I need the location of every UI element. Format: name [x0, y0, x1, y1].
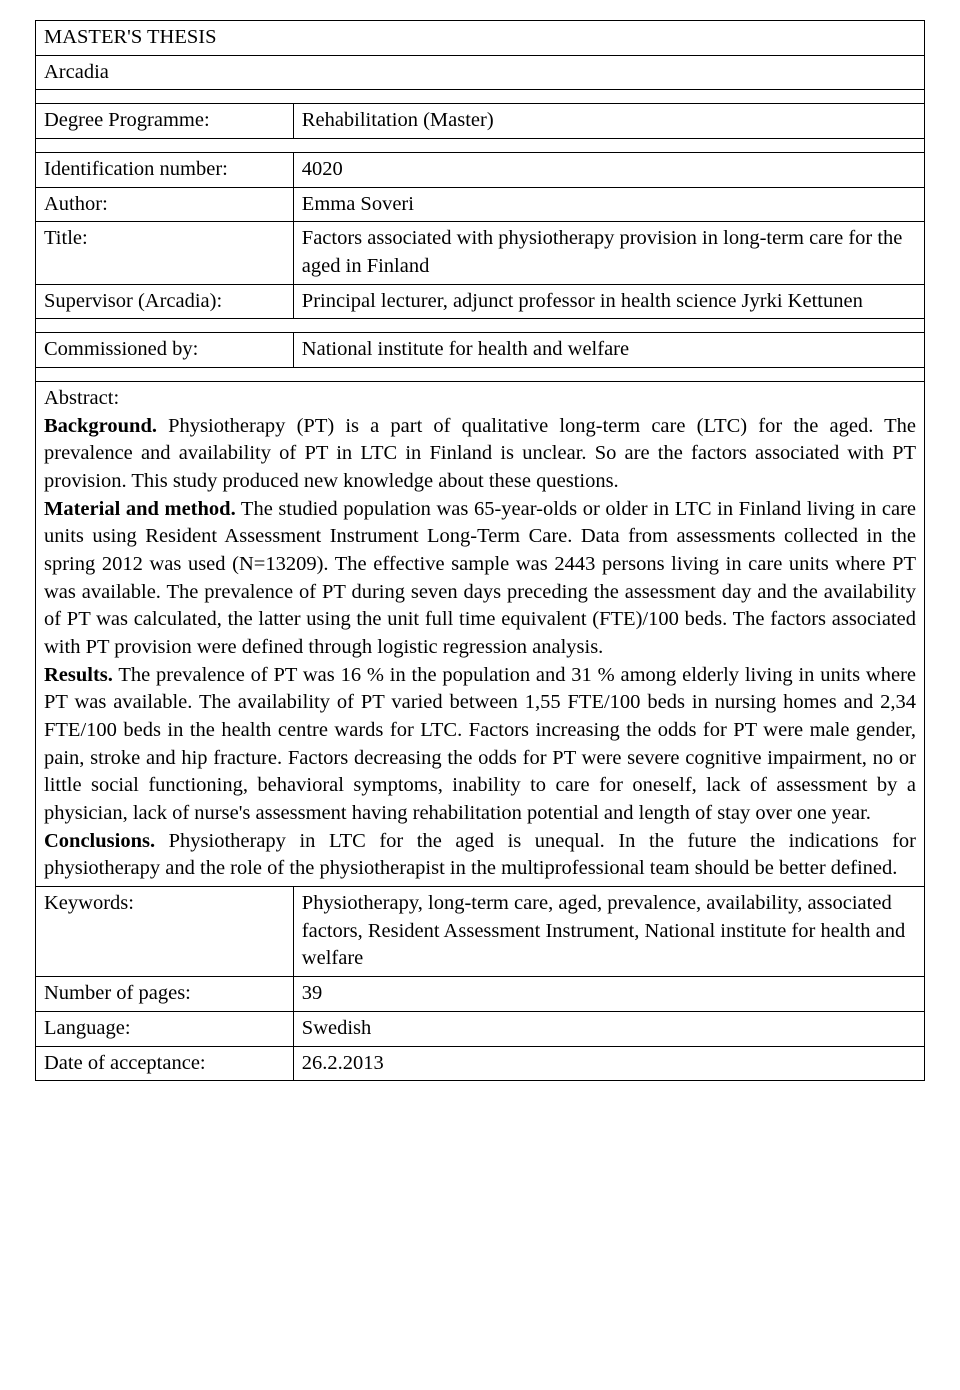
doc-type: MASTER'S THESIS: [36, 21, 925, 56]
material-label: Material and method.: [44, 498, 236, 520]
author-value: Emma Soveri: [293, 187, 924, 222]
title-label: Title:: [36, 222, 294, 284]
degree-programme-row: Degree Programme: Rehabilitation (Master…: [36, 104, 925, 139]
author-label: Author:: [36, 187, 294, 222]
institution: Arcadia: [36, 55, 925, 90]
conclusions-text: Physiotherapy in LTC for the aged is une…: [44, 830, 916, 880]
spacer: [36, 139, 925, 153]
keywords-label: Keywords:: [36, 887, 294, 977]
doc-type-row: MASTER'S THESIS: [36, 21, 925, 56]
background-label: Background.: [44, 415, 157, 437]
background-text: Physiotherapy (PT) is a part of qualitat…: [44, 415, 916, 492]
results-label: Results.: [44, 664, 113, 686]
pages-row: Number of pages: 39: [36, 977, 925, 1012]
pages-value: 39: [293, 977, 924, 1012]
date-value: 26.2.2013: [293, 1046, 924, 1081]
abstract-title: Abstract:: [44, 385, 916, 413]
title-row: Title: Factors associated with physiothe…: [36, 222, 925, 284]
language-row: Language: Swedish: [36, 1011, 925, 1046]
id-number-row: Identification number: 4020: [36, 153, 925, 188]
degree-programme-value: Rehabilitation (Master): [293, 104, 924, 139]
abstract-cell: Abstract: Background. Physiotherapy (PT)…: [36, 382, 925, 887]
author-row: Author: Emma Soveri: [36, 187, 925, 222]
language-label: Language:: [36, 1011, 294, 1046]
title-value: Factors associated with physiotherapy pr…: [293, 222, 924, 284]
keywords-value: Physiotherapy, long-term care, aged, pre…: [293, 887, 924, 977]
commissioned-label: Commissioned by:: [36, 333, 294, 368]
abstract-body: Background. Physiotherapy (PT) is a part…: [44, 413, 916, 883]
date-label: Date of acceptance:: [36, 1046, 294, 1081]
abstract-row: Abstract: Background. Physiotherapy (PT)…: [36, 382, 925, 887]
material-text: The studied population was 65-year-olds …: [44, 498, 916, 658]
spacer: [36, 368, 925, 382]
date-row: Date of acceptance: 26.2.2013: [36, 1046, 925, 1081]
thesis-metadata-table: MASTER'S THESIS Arcadia Degree Programme…: [35, 20, 925, 1081]
spacer: [36, 90, 925, 104]
commissioned-row: Commissioned by: National institute for …: [36, 333, 925, 368]
institution-row: Arcadia: [36, 55, 925, 90]
id-number-value: 4020: [293, 153, 924, 188]
commissioned-value: National institute for health and welfar…: [293, 333, 924, 368]
results-text: The prevalence of PT was 16 % in the pop…: [44, 664, 916, 824]
supervisor-row: Supervisor (Arcadia): Principal lecturer…: [36, 284, 925, 319]
keywords-row: Keywords: Physiotherapy, long-term care,…: [36, 887, 925, 977]
pages-label: Number of pages:: [36, 977, 294, 1012]
degree-programme-label: Degree Programme:: [36, 104, 294, 139]
conclusions-label: Conclusions.: [44, 830, 155, 852]
spacer: [36, 319, 925, 333]
supervisor-value: Principal lecturer, adjunct professor in…: [293, 284, 924, 319]
language-value: Swedish: [293, 1011, 924, 1046]
id-number-label: Identification number:: [36, 153, 294, 188]
supervisor-label: Supervisor (Arcadia):: [36, 284, 294, 319]
